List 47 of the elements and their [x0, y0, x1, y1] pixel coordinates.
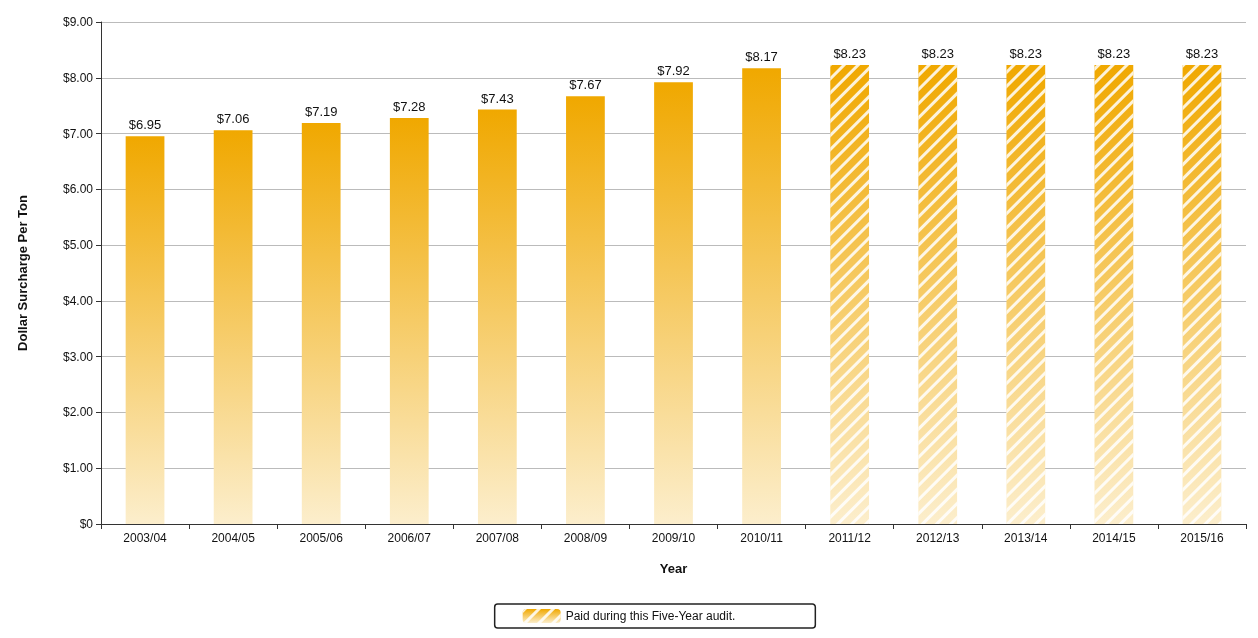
data-label: $7.28: [393, 98, 426, 114]
data-label: $7.19: [304, 103, 338, 119]
x-tick-label: 2011/12: [828, 531, 872, 545]
bar: [566, 96, 605, 524]
data-label: $8.23: [921, 45, 954, 61]
bar: [301, 122, 341, 524]
y-tick-label: $5.00: [62, 238, 94, 253]
data-label: $7.06: [216, 111, 250, 127]
x-tick-label: 2009/10: [651, 531, 696, 545]
y-tick-label: $4.00: [62, 293, 94, 308]
x-tick-label: 2005/06: [299, 531, 344, 545]
data-label: $8.23: [833, 45, 866, 61]
x-tick-label: 2013/14: [1004, 531, 1048, 545]
x-tick-label: 2015/16: [1180, 531, 1224, 545]
y-tick-label: $6.00: [62, 182, 94, 197]
y-tick-label: $3.00: [62, 349, 94, 364]
bar: [477, 109, 517, 524]
bar: [389, 117, 429, 524]
data-label: $8.23: [1097, 45, 1131, 61]
data-label: $6.95: [128, 117, 162, 133]
x-tick-label: 2006/07: [387, 531, 432, 545]
y-tick-label: $0: [79, 517, 94, 531]
data-label: $7.92: [657, 63, 690, 79]
bar: [742, 68, 781, 524]
bar: [213, 130, 253, 524]
y-tick-label: $1.00: [62, 461, 94, 476]
x-tick-label: 2007/08: [475, 531, 520, 545]
data-label: $8.23: [1009, 45, 1043, 61]
bar: [654, 82, 693, 524]
bar: [125, 136, 165, 524]
x-tick-label: 2008/09: [563, 531, 608, 545]
legend-label: Paid during this Five-Year audit.: [565, 609, 736, 623]
x-tick-label: 2012/13: [916, 531, 960, 545]
x-tick-label: 2010/11: [740, 531, 784, 545]
data-label: $7.43: [481, 90, 514, 106]
y-axis-title: Dollar Surcharge Per Ton: [15, 195, 30, 351]
y-tick-label: $9.00: [62, 15, 94, 29]
data-label: $8.23: [1185, 45, 1219, 61]
y-tick-label: $7.00: [62, 126, 94, 141]
x-tick-label: 2003/04: [123, 531, 168, 545]
y-tick-label: $2.00: [62, 405, 94, 420]
data-label: $7.67: [569, 77, 602, 93]
x-tick-label: 2004/05: [211, 531, 256, 545]
x-axis-title: Year: [659, 561, 688, 576]
y-tick-label: $8.00: [62, 70, 94, 85]
data-label: $8.17: [745, 49, 778, 65]
x-tick-label: 2014/15: [1092, 531, 1136, 545]
